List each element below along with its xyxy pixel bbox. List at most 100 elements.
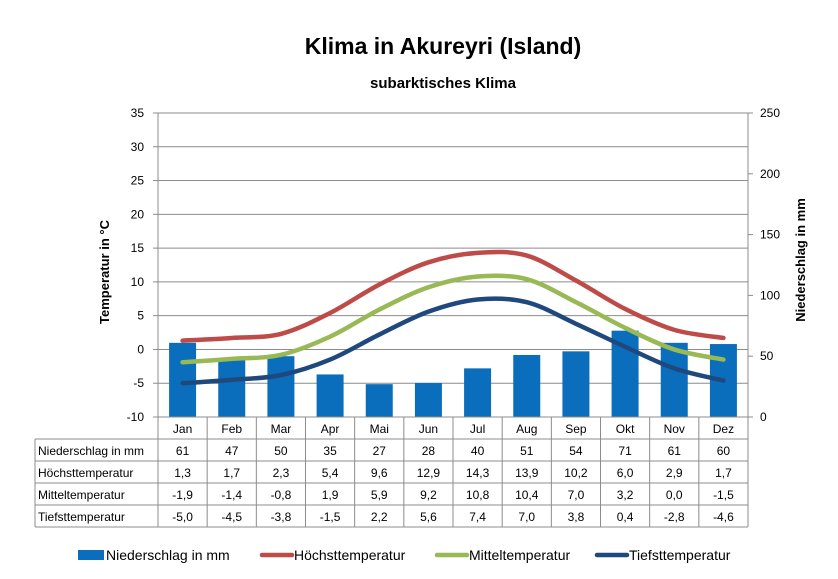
legend-label: Höchsttemperatur xyxy=(294,547,406,563)
table-row-label: Höchsttemperatur xyxy=(38,466,133,480)
legend: Niederschlag in mm Höchsttemperatur Mittel… xyxy=(78,547,731,563)
table-cell: 0,0 xyxy=(666,488,683,502)
table-cell: 7,0 xyxy=(518,510,535,524)
table-cell: -5,0 xyxy=(172,510,193,524)
table-cell: -0,8 xyxy=(271,488,292,502)
month-label: Jan xyxy=(173,422,192,436)
month-label: Mar xyxy=(271,422,292,436)
y-left-tick-label: -5 xyxy=(133,376,144,390)
month-label: Jun xyxy=(419,422,438,436)
table-cell: -1,9 xyxy=(172,488,193,502)
y-left-tick-label: 10 xyxy=(131,275,145,289)
table-cell: 13,9 xyxy=(515,466,539,480)
table-cell: 6,0 xyxy=(617,466,634,480)
table-cell: 1,3 xyxy=(174,466,191,480)
month-label: Okt xyxy=(616,422,635,436)
y-right-tick-label: 0 xyxy=(760,410,767,424)
table-row-label: Niederschlag in mm xyxy=(38,444,144,458)
table-cell: 47 xyxy=(225,444,239,458)
table-cell: -1,5 xyxy=(713,488,734,502)
table-cell: 10,4 xyxy=(515,488,539,502)
table-cell: -1,4 xyxy=(221,488,242,502)
y-left-tick-label: 30 xyxy=(131,140,145,154)
month-label: Sep xyxy=(565,422,587,436)
y-left-tick-label: 0 xyxy=(137,342,144,356)
precipitation-bar xyxy=(365,384,393,417)
table-cell: 7,4 xyxy=(469,510,486,524)
table-cell: 61 xyxy=(668,444,682,458)
table-cell: 5,9 xyxy=(371,488,388,502)
table-cell: 9,2 xyxy=(420,488,437,502)
precipitation-bar xyxy=(267,356,295,417)
y-right-tick-label: 50 xyxy=(760,349,774,363)
table-cell: 12,9 xyxy=(417,466,441,480)
table-cell: 1,7 xyxy=(715,466,732,480)
table-cell: -4,6 xyxy=(713,510,734,524)
y-left-tick-label: 15 xyxy=(131,241,145,255)
chart-subtitle: subarktisches Klima xyxy=(370,75,517,92)
table-cell: 5,6 xyxy=(420,510,437,524)
precipitation-bar xyxy=(660,342,688,417)
month-label: Jul xyxy=(470,422,485,436)
y-right-tick-label: 250 xyxy=(760,106,780,120)
table-cell: 61 xyxy=(176,444,190,458)
month-label: Dez xyxy=(713,422,734,436)
precipitation-bar xyxy=(218,359,246,417)
y-left-tick-label: 25 xyxy=(131,174,145,188)
table-cell: 10,8 xyxy=(466,488,490,502)
table-cell: -1,5 xyxy=(320,510,341,524)
table-cell: 1,9 xyxy=(322,488,339,502)
min-temperature-line xyxy=(180,296,726,386)
month-label: Nov xyxy=(664,422,685,436)
data-table: Jan Feb Mar Apr Mai Jun Jul Aug Sep Okt Nov Dez Nied… xyxy=(34,416,749,528)
month-label: Aug xyxy=(516,422,537,436)
table-cell: 1,7 xyxy=(223,466,240,480)
table-cell: 50 xyxy=(274,444,288,458)
table-cell: 10,2 xyxy=(564,466,588,480)
chart-title: Klima in Akureyri (Island) xyxy=(305,33,582,59)
precipitation-bar xyxy=(414,382,442,417)
y-left-tick-label: 5 xyxy=(137,309,144,323)
table-cell: -4,5 xyxy=(221,510,242,524)
y-right-tick-label: 100 xyxy=(760,288,780,302)
table-cell: 27 xyxy=(373,444,387,458)
table-cell: 54 xyxy=(569,444,583,458)
table-cell: 0,4 xyxy=(617,510,634,524)
y-left-tick-label: 35 xyxy=(131,106,145,120)
table-cell: -3,8 xyxy=(271,510,292,524)
table-cell: 2,3 xyxy=(273,466,290,480)
table-cell: 14,3 xyxy=(466,466,490,480)
y-right-tick-label: 150 xyxy=(760,228,780,242)
precipitation-bar xyxy=(464,368,492,417)
table-row-label: Tiefsttemperatur xyxy=(38,510,125,524)
table-cell: 35 xyxy=(323,444,337,458)
table-row-label: Mitteltemperatur xyxy=(38,488,125,502)
table-cell: 28 xyxy=(422,444,436,458)
precipitation-bar xyxy=(562,351,590,417)
legend-swatch-bar xyxy=(78,550,104,560)
precipitation-bar xyxy=(513,354,541,417)
month-label: Apr xyxy=(321,422,340,436)
legend-label: Niederschlag in mm xyxy=(106,547,230,563)
plot-area: -10 -5 0 5 10 15 20 25 30 35 0 50 100 150 200 250 xyxy=(127,106,781,424)
legend-label: Tiefsttemperatur xyxy=(629,547,731,563)
month-label: Mai xyxy=(370,422,389,436)
table-cell: 40 xyxy=(471,444,485,458)
y-left-tick-label: -10 xyxy=(127,410,145,424)
table-cell: 3,8 xyxy=(568,510,585,524)
mean-temperature-line xyxy=(180,273,726,365)
table-cell: 9,6 xyxy=(371,466,388,480)
y-right-tick-label: 200 xyxy=(760,167,780,181)
table-cell: 2,2 xyxy=(371,510,388,524)
legend-label: Mitteltemperatur xyxy=(469,547,570,563)
y-axis-right-label: Niederschlag in mm xyxy=(793,198,808,322)
y-left-tick-label: 20 xyxy=(131,207,145,221)
table-cell: 7,0 xyxy=(568,488,585,502)
max-temperature-line xyxy=(180,249,726,343)
table-cell: 3,2 xyxy=(617,488,634,502)
table-cell: -2,8 xyxy=(664,510,685,524)
table-cell: 2,9 xyxy=(666,466,683,480)
month-label: Feb xyxy=(221,422,242,436)
table-cell: 71 xyxy=(618,444,632,458)
